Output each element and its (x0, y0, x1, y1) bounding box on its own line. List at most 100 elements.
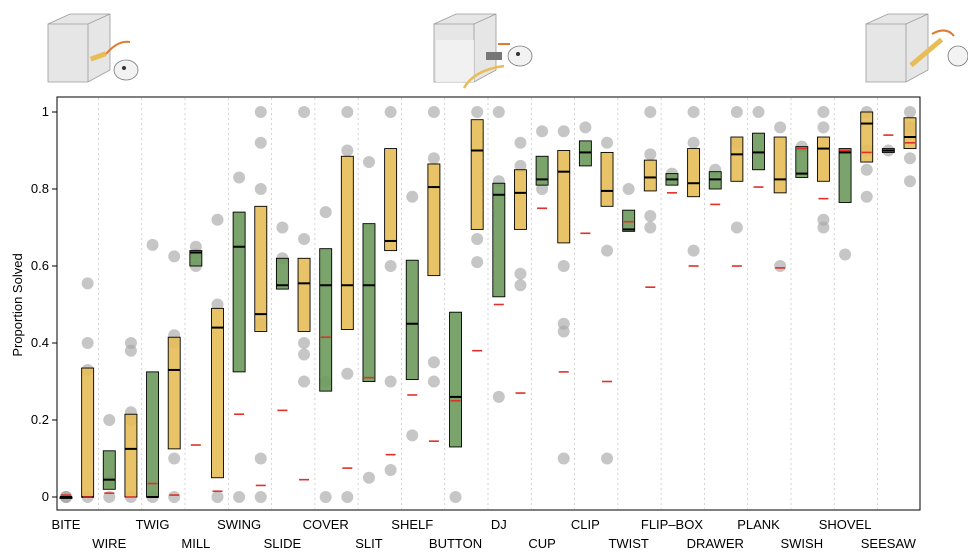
data-point (103, 414, 116, 426)
y-tick-label: 1 (42, 104, 49, 119)
data-point (254, 183, 267, 195)
data-point (81, 277, 94, 290)
category-group (600, 136, 614, 465)
data-point (211, 298, 224, 311)
category-group (578, 121, 592, 235)
data-point (687, 136, 700, 149)
box (189, 250, 203, 267)
box (730, 136, 744, 182)
category-group (167, 250, 181, 503)
category-group (124, 337, 138, 503)
box (405, 259, 419, 381)
box (773, 136, 787, 194)
category-label: BITE (52, 517, 81, 532)
data-point (298, 375, 311, 388)
category-group (189, 240, 203, 446)
category-label: BUTTON (429, 536, 482, 551)
data-point (254, 491, 267, 503)
box (211, 307, 224, 479)
box (124, 413, 138, 498)
data-point (514, 279, 527, 292)
category-label: COVER (303, 517, 349, 532)
data-point (644, 148, 657, 161)
data-point (579, 121, 592, 134)
data-point (427, 152, 440, 165)
y-tick-label: 0.6 (31, 258, 49, 273)
category-label: CUP (528, 536, 555, 551)
category-group (254, 106, 268, 503)
category-label: MILL (181, 536, 210, 551)
data-point (471, 233, 484, 246)
box (297, 257, 311, 332)
data-point (254, 106, 267, 118)
category-group (643, 106, 657, 288)
category-group (102, 414, 116, 503)
category-group (492, 106, 506, 403)
category-group (816, 106, 830, 234)
box (384, 148, 398, 252)
data-point (817, 121, 830, 134)
data-point (774, 260, 787, 272)
plot-frame (56, 96, 921, 511)
data-point (622, 183, 635, 195)
data-point (817, 106, 830, 118)
data-point (211, 491, 224, 503)
category-label: SLIT (355, 536, 383, 551)
data-point (427, 356, 440, 369)
category-label: CLIP (571, 517, 600, 532)
y-tick-label: 0.8 (31, 181, 49, 196)
box (795, 146, 809, 178)
data-point (557, 452, 570, 465)
category-group (535, 125, 549, 210)
box (687, 148, 701, 198)
category-group (362, 156, 376, 484)
data-point (124, 344, 137, 357)
data-point (904, 152, 916, 165)
data-point (211, 213, 224, 226)
data-point (362, 471, 375, 484)
data-point (644, 221, 657, 234)
category-group (427, 106, 441, 442)
category-group (59, 491, 73, 503)
category-label: SEESAW (861, 536, 917, 551)
category-group (405, 190, 419, 442)
box (903, 117, 917, 150)
data-point (362, 156, 375, 169)
category-label: WIRE (92, 536, 126, 551)
box (254, 205, 268, 332)
category-label: PLANK (737, 517, 780, 532)
data-point (471, 256, 484, 269)
category-group (687, 106, 701, 267)
data-point (536, 183, 549, 195)
data-point (81, 337, 94, 349)
data-point (601, 136, 614, 149)
data-point (298, 106, 311, 118)
category-group (297, 106, 311, 481)
data-point (492, 390, 505, 403)
category-group (622, 183, 636, 232)
y-tick-label: 0 (42, 489, 49, 504)
category-group (340, 106, 354, 503)
category-group (860, 106, 874, 203)
right-task-illustration (865, 13, 968, 83)
category-label: DRAWER (687, 536, 744, 551)
data-point (384, 260, 397, 272)
data-point (298, 233, 311, 246)
category-label: SHELF (391, 517, 433, 532)
box (838, 148, 852, 203)
data-point (492, 106, 505, 118)
data-point (319, 206, 332, 219)
data-point (644, 209, 657, 222)
data-point (644, 106, 657, 118)
category-label: SWING (217, 517, 261, 532)
data-point (254, 452, 267, 465)
data-point (168, 250, 181, 263)
data-point (557, 125, 570, 138)
data-point (904, 106, 916, 118)
box (340, 155, 354, 330)
category-group (838, 148, 852, 261)
data-point (384, 375, 397, 388)
box (470, 119, 484, 230)
data-point (341, 367, 354, 380)
